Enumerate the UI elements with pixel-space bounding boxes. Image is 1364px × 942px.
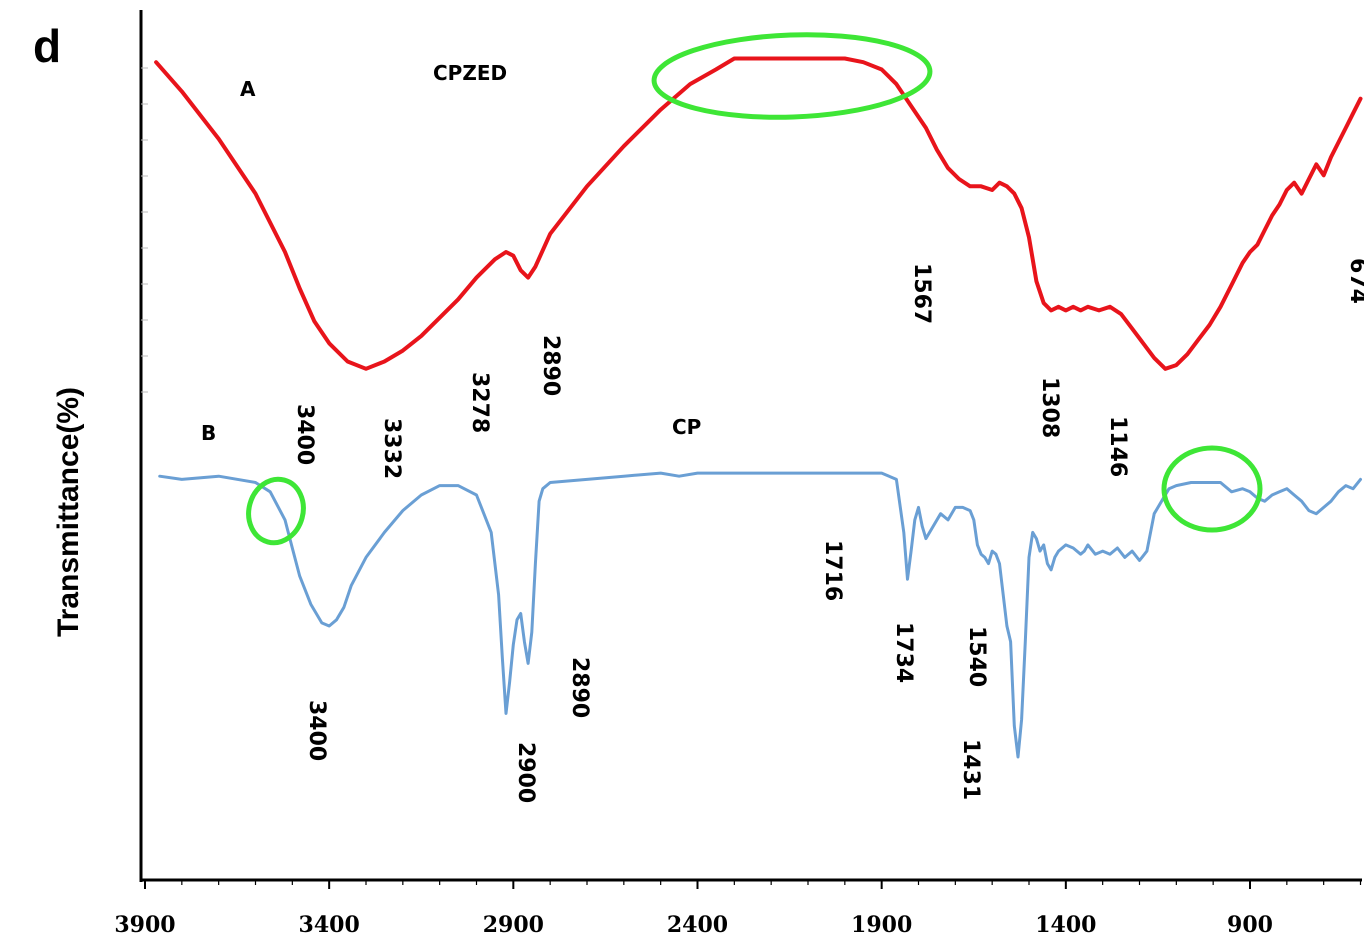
- series-layer: [154, 56, 1363, 759]
- x-tick-label: 3400: [299, 912, 360, 938]
- peak-label-a: 3278: [467, 372, 492, 433]
- peak-label-b: 2900: [513, 742, 538, 803]
- y-axis-label: Transmittance(%): [52, 387, 85, 637]
- peak-label-a: 1567: [909, 263, 934, 324]
- highlight-ellipse: [246, 476, 306, 546]
- peak-label-b: 3400: [304, 700, 329, 761]
- x-tick-label: 1400: [1035, 912, 1096, 938]
- peak-label-a: 3400: [292, 404, 317, 465]
- series-line-cpzed: [154, 56, 1363, 371]
- highlight-ellipse: [1161, 445, 1263, 533]
- series-tag-b: B: [201, 421, 216, 445]
- x-tick-label: 3900: [114, 912, 175, 938]
- series-line-cp: [158, 471, 1362, 759]
- peak-label-b: 1716: [820, 540, 845, 601]
- x-tick-labels: 3900 3400 2900 2400 1900 1400 900: [114, 912, 1273, 938]
- axes: [139, 10, 1362, 889]
- series-name-cp: CP: [672, 415, 701, 439]
- peak-label-a: 1308: [1037, 377, 1062, 438]
- label-layer: A CPZED B CP 3400 3332 3278 2890 1567 1308 1146 674…: [201, 61, 1364, 803]
- peak-label-b: 2890: [567, 657, 592, 718]
- highlight-ellipse: [651, 32, 933, 120]
- x-tick-label: 2400: [667, 912, 728, 938]
- series-tag-a: A: [240, 77, 256, 101]
- x-tick-label: 2900: [483, 912, 544, 938]
- peak-label-b: 1540: [964, 626, 989, 687]
- peak-label-a: 1146: [1105, 416, 1130, 477]
- peak-label-a: 2890: [538, 335, 563, 396]
- peak-label-a: 674: [1345, 258, 1364, 304]
- series-name-cpzed: CPZED: [433, 61, 507, 85]
- peak-label-b: 1734: [891, 622, 916, 683]
- panel-label: d: [33, 20, 61, 72]
- peak-label-a: 3332: [379, 418, 404, 479]
- highlight-layer: [246, 32, 1263, 546]
- peak-label-b: 1431: [958, 739, 983, 800]
- x-tick-label: 900: [1227, 912, 1273, 938]
- x-tick-label: 1900: [851, 912, 912, 938]
